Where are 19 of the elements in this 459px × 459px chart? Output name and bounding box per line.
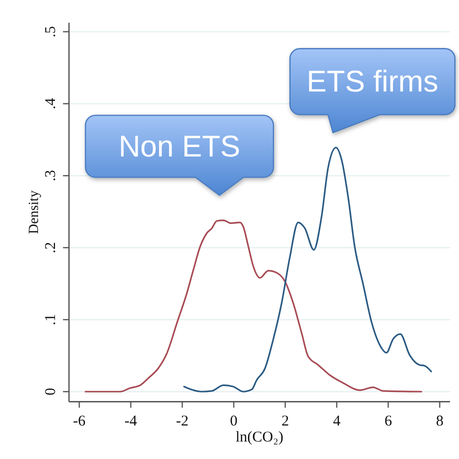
y-tick-label: .5 [43,26,59,38]
x-tick-label: -4 [124,414,138,430]
y-tick-label: .1 [43,314,59,326]
x-tick-label: 0 [230,414,238,430]
x-tick-label: -6 [73,414,86,430]
series-label: Non ETS [118,130,240,163]
x-tick-label: 8 [436,414,444,430]
y-axis-title: Density [26,190,42,234]
x-tick-label: 4 [332,414,341,430]
x-tick-label: 6 [384,414,392,430]
y-tick-label: .4 [43,98,59,110]
y-tick-label: .3 [43,170,59,182]
line-series [84,220,422,392]
x-axis-title: ln(CO₂) [236,430,284,446]
y-tick-label: 0 [43,388,59,396]
x-tick-label: 2 [281,414,289,430]
y-tick-label: .2 [43,242,59,254]
x-tick-label: -2 [176,414,189,430]
series-label: ETS firms [306,65,438,98]
